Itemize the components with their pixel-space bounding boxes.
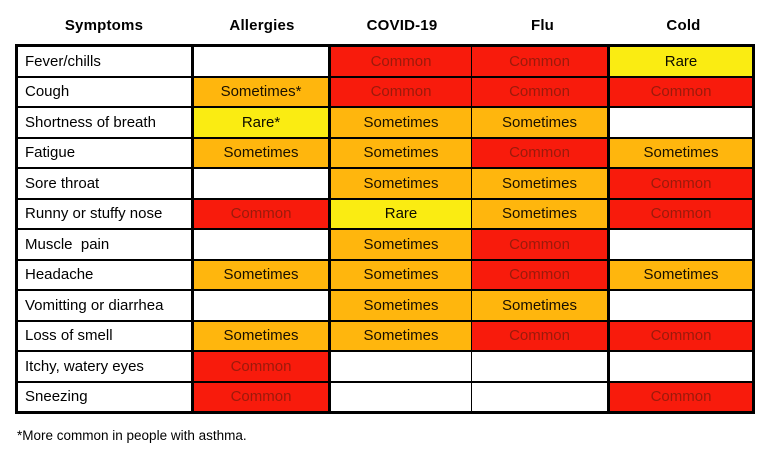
symptom-label-cell: Sneezing [18,382,194,411]
allergies-value-cell: Common [194,382,331,411]
column-header-flu: Flu [530,17,555,34]
symptom-label-cell: Loss of smell [18,321,194,352]
asthma-footnote: *More common in people with asthma. [17,428,247,443]
symptom-table: Fever/chills Common Common Rare Cough So… [15,44,755,414]
allergies-value-cell: Sometimes [194,138,331,169]
table-row: Shortness of breath Rare* Sometimes Some… [18,108,752,139]
table-row: Itchy, watery eyes Common [18,352,752,383]
covid19-value-cell: Common [331,77,472,108]
cold-value-cell: Common [610,382,752,411]
allergies-value-cell: Common [194,352,331,383]
covid19-value-cell: Sometimes [331,138,472,169]
covid19-value-cell: Sometimes [331,230,472,261]
allergies-value-cell [194,230,331,261]
table-row: Runny or stuffy nose Common Rare Sometim… [18,199,752,230]
cold-value-cell: Common [610,199,752,230]
covid19-value-cell: Sometimes [331,260,472,291]
table-header-row: Symptoms Allergies COVID-19 Flu Cold [15,12,755,40]
table-row: Muscle pain Sometimes Common [18,230,752,261]
table-row: Vomitting or diarrhea Sometimes Sometime… [18,291,752,322]
allergies-value-cell: Common [194,199,331,230]
table-row: Headache Sometimes Sometimes Common Some… [18,260,752,291]
covid19-value-cell: Sometimes [331,169,472,200]
cold-value-cell: Sometimes [610,138,752,169]
allergies-value-cell: Sometimes [194,260,331,291]
flu-value-cell: Common [472,260,610,291]
cold-value-cell [610,291,752,322]
cold-value-cell: Common [610,77,752,108]
cold-value-cell: Common [610,321,752,352]
flu-value-cell: Common [472,321,610,352]
table-row: Fever/chills Common Common Rare [18,47,752,78]
symptom-label-cell: Sore throat [18,169,194,200]
flu-value-cell: Common [472,230,610,261]
flu-value-cell: Common [472,77,610,108]
cold-value-cell [610,108,752,139]
symptom-label-cell: Headache [18,260,194,291]
allergies-value-cell: Sometimes* [194,77,331,108]
cold-value-cell: Common [610,169,752,200]
cold-value-cell: Rare [610,47,752,78]
table-row: Sore throat Sometimes Sometimes Common [18,169,752,200]
allergies-value-cell: Rare* [194,108,331,139]
symptom-label-cell: Fatigue [18,138,194,169]
column-header-allergies: Allergies [229,17,295,34]
flu-value-cell: Sometimes [472,108,610,139]
symptom-label-cell: Cough [18,77,194,108]
covid19-value-cell: Rare [331,199,472,230]
symptom-label-cell: Muscle pain [18,230,194,261]
symptom-label-cell: Itchy, watery eyes [18,352,194,383]
allergies-value-cell: Sometimes [194,321,331,352]
covid19-value-cell [331,382,472,411]
covid19-value-cell: Common [331,47,472,78]
allergies-value-cell [194,291,331,322]
table-row: Fatigue Sometimes Sometimes Common Somet… [18,138,752,169]
flu-value-cell: Common [472,47,610,78]
table-row: Sneezing Common Common [18,382,752,411]
covid19-value-cell: Sometimes [331,108,472,139]
covid19-value-cell: Sometimes [331,321,472,352]
cold-value-cell [610,352,752,383]
symptom-label-cell: Shortness of breath [18,108,194,139]
cold-value-cell: Sometimes [610,260,752,291]
covid19-value-cell [331,352,472,383]
table-row: Cough Sometimes* Common Common Common [18,77,752,108]
table-row: Loss of smell Sometimes Sometimes Common… [18,321,752,352]
symptom-label-cell: Runny or stuffy nose [18,199,194,230]
flu-value-cell: Sometimes [472,199,610,230]
covid19-value-cell: Sometimes [331,291,472,322]
allergies-value-cell [194,47,331,78]
flu-value-cell [472,382,610,411]
column-header-covid19: COVID-19 [366,17,438,34]
flu-value-cell: Sometimes [472,291,610,322]
flu-value-cell: Sometimes [472,169,610,200]
flu-value-cell [472,352,610,383]
flu-value-cell: Common [472,138,610,169]
allergies-value-cell [194,169,331,200]
symptom-label-cell: Vomitting or diarrhea [18,291,194,322]
cold-value-cell [610,230,752,261]
column-header-symptoms: Symptoms [64,17,144,34]
symptom-label-cell: Fever/chills [18,47,194,78]
column-header-cold: Cold [666,17,701,34]
